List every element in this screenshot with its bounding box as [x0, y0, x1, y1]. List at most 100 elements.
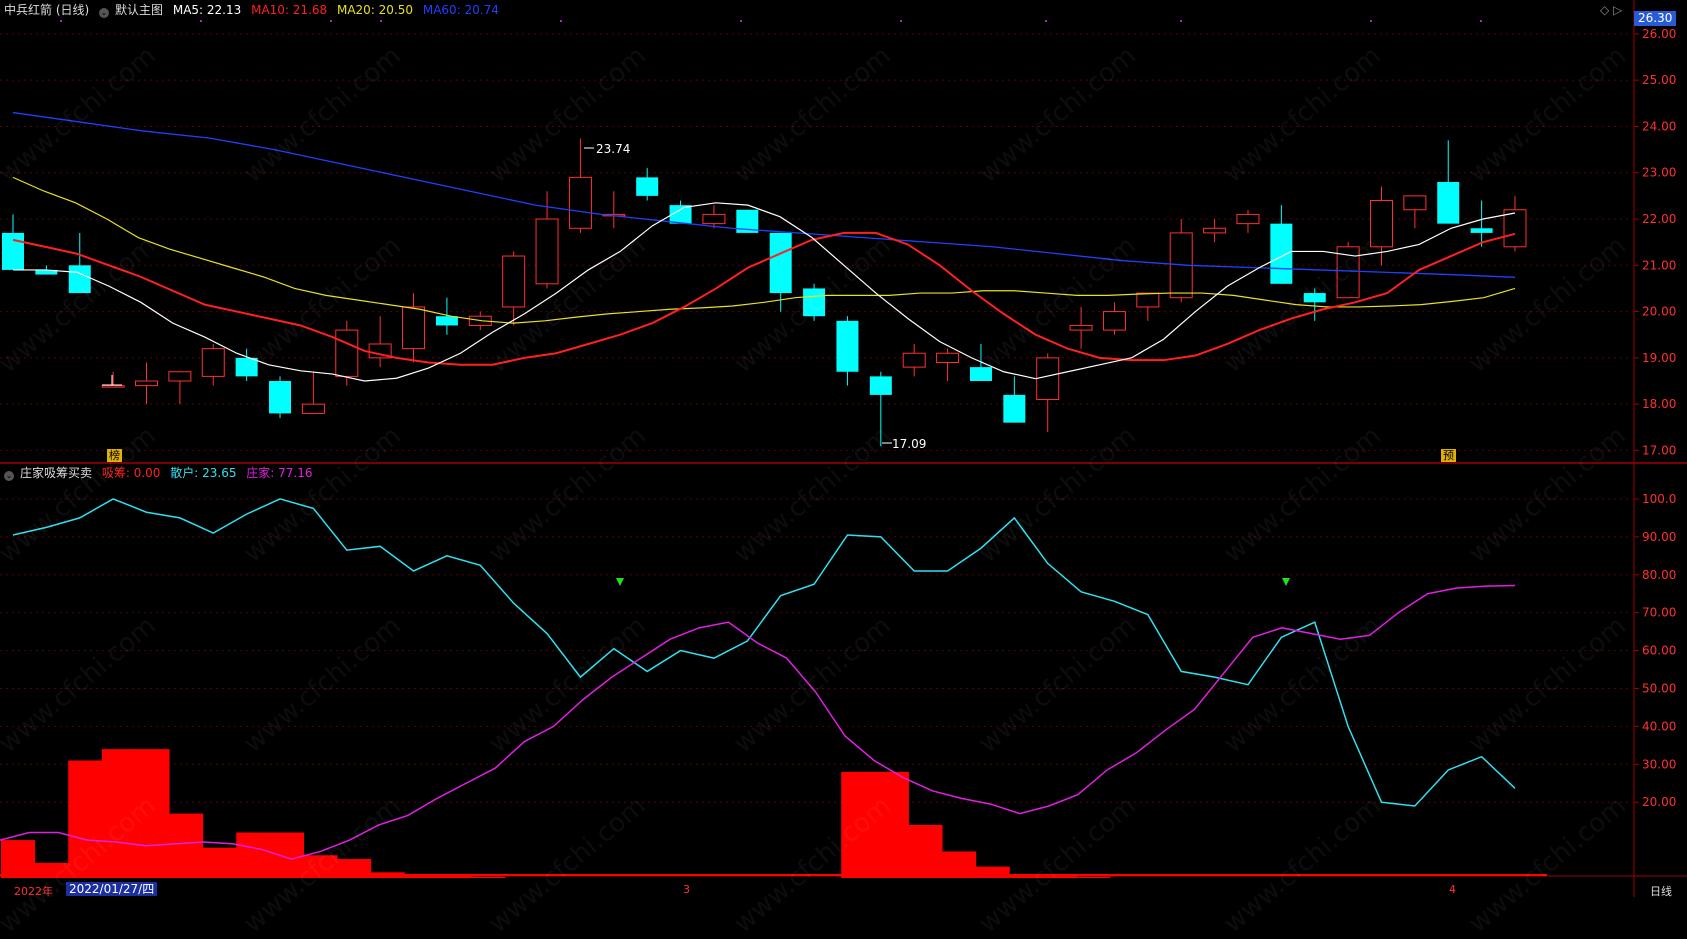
candle-body [301, 403, 325, 414]
sub-title[interactable]: 庄家吸筹买卖 [20, 466, 93, 480]
absorb-bar [236, 832, 271, 878]
dropdown-icon[interactable]: ⌄ [4, 471, 14, 481]
top-marker-dot [1370, 20, 1372, 22]
top-marker-dot [60, 20, 62, 22]
ma20-label: MA20: 20.50 [336, 3, 414, 17]
ma10-label: MA10: 21.68 [251, 3, 328, 17]
absorb-bar [1076, 876, 1111, 878]
top-marker-dot [380, 20, 382, 22]
candle-body [902, 352, 926, 368]
candle-body [335, 329, 359, 377]
candle-body [1136, 292, 1160, 308]
month-3-label: 3 [683, 883, 690, 896]
candle-body [35, 269, 58, 275]
candle-body [1503, 209, 1527, 248]
corner-icons[interactable]: ◇ ▷ [1600, 3, 1623, 17]
banker-label: 庄家: 77.16 [246, 466, 313, 480]
candle-body [1369, 200, 1393, 248]
candle-body [168, 371, 192, 382]
sub-tick-label: 50.00 [1642, 681, 1676, 695]
candle-body [1003, 394, 1026, 423]
candle-body [402, 306, 426, 350]
price-tick-label: 18.00 [1642, 397, 1676, 411]
candle-body [1102, 311, 1126, 331]
absorb-bar [874, 771, 909, 878]
absorb-bar [908, 824, 943, 878]
price-tick-label: 20.00 [1642, 305, 1676, 319]
signal-marker [616, 578, 624, 586]
top-marker-dot [740, 20, 742, 22]
candle-body [702, 213, 726, 225]
candle-body [636, 177, 659, 196]
top-marker-dot [560, 20, 562, 22]
candle-body [1437, 181, 1460, 224]
price-tick-label: 21.00 [1642, 258, 1676, 272]
candle-body [669, 205, 692, 224]
sub-tick-label: 70.00 [1642, 606, 1676, 620]
candle-body [502, 255, 526, 308]
top-marker-dot [330, 20, 332, 22]
absorb-bar [135, 749, 170, 878]
absorb-bar [1009, 874, 1044, 878]
absorb-bar [437, 876, 473, 878]
kline-chart[interactable]: 26.00 25.00 24.00 23.00 22.00 21.00 20.00 19.00… [0, 0, 1687, 897]
absorb-bar [169, 813, 204, 878]
ma10-line [12, 231, 1516, 366]
sub-tick-label: 30.00 [1642, 757, 1676, 771]
absorb-bar [68, 760, 103, 878]
forecast-tag[interactable]: 预 [1441, 449, 1456, 462]
main-panel-header: 中兵红箭 (日线) ⌄ 默认主图 MA5: 22.13 MA10: 21.68 M… [4, 2, 505, 18]
year-label: 2022年 [14, 885, 53, 898]
absorb-bar [202, 847, 237, 878]
price-tick-label: 25.00 [1642, 73, 1676, 87]
period-label[interactable]: 日线 [1650, 885, 1672, 898]
candle-body [1403, 195, 1427, 211]
stock-title[interactable]: 中兵红箭 (日线) [4, 3, 90, 17]
cursor-date: 2022/01/27/四 [66, 882, 158, 896]
candle-body [435, 316, 458, 326]
top-marker-dot [1045, 20, 1047, 22]
absorb-bar [975, 866, 1010, 878]
price-tick-label: 26.00 [1642, 27, 1676, 41]
candle-body [1036, 357, 1060, 401]
banker-line [0, 584, 1516, 860]
candle-body [836, 320, 859, 372]
candle-body [736, 209, 759, 233]
absorb-label: 吸筹: 0.00 [101, 466, 161, 480]
price-tick-label: 24.00 [1642, 119, 1676, 133]
sub-panel-header: ⌄ 庄家吸筹买卖 吸筹: 0.00 散户: 23.65 庄家: 77.16 [4, 465, 319, 481]
absorb-bar [1042, 876, 1077, 878]
candle-body [1069, 324, 1093, 331]
sub-tick-label: 80.00 [1642, 568, 1676, 582]
candle-body [135, 380, 159, 387]
candle-body [869, 376, 892, 395]
absorb-bar [841, 771, 876, 878]
candle-body [1470, 228, 1493, 233]
absorb-bar [471, 876, 506, 878]
absorb-bar [269, 832, 304, 878]
absorb-bar [303, 855, 338, 878]
retail-line [12, 498, 1516, 807]
ma5-label: MA5: 22.13 [172, 3, 242, 17]
candle-body [1303, 293, 1326, 303]
absorb-bar [101, 749, 136, 878]
template-name[interactable]: 默认主图 [115, 3, 164, 17]
candle-body [68, 265, 91, 294]
candle-body [568, 176, 592, 229]
candle-body [535, 218, 559, 285]
candle-body [2, 232, 24, 270]
high-price-label: 23.74 [596, 142, 631, 156]
candle-body [101, 385, 125, 388]
dropdown-icon[interactable]: ⌄ [99, 8, 110, 18]
candle-body [936, 352, 960, 363]
sub-tick-label: 20.00 [1642, 795, 1676, 809]
candle-body [969, 367, 992, 382]
candle-body [1270, 223, 1293, 284]
candle-body [1203, 227, 1227, 234]
sub-tick-label: 60.00 [1642, 644, 1676, 658]
top-marker-dot [1480, 20, 1482, 22]
low-price-label: 17.09 [892, 437, 927, 451]
candle-body [1336, 246, 1360, 299]
sub-tick-label: 40.00 [1642, 719, 1676, 733]
rank-tag[interactable]: 榜 [107, 449, 122, 462]
